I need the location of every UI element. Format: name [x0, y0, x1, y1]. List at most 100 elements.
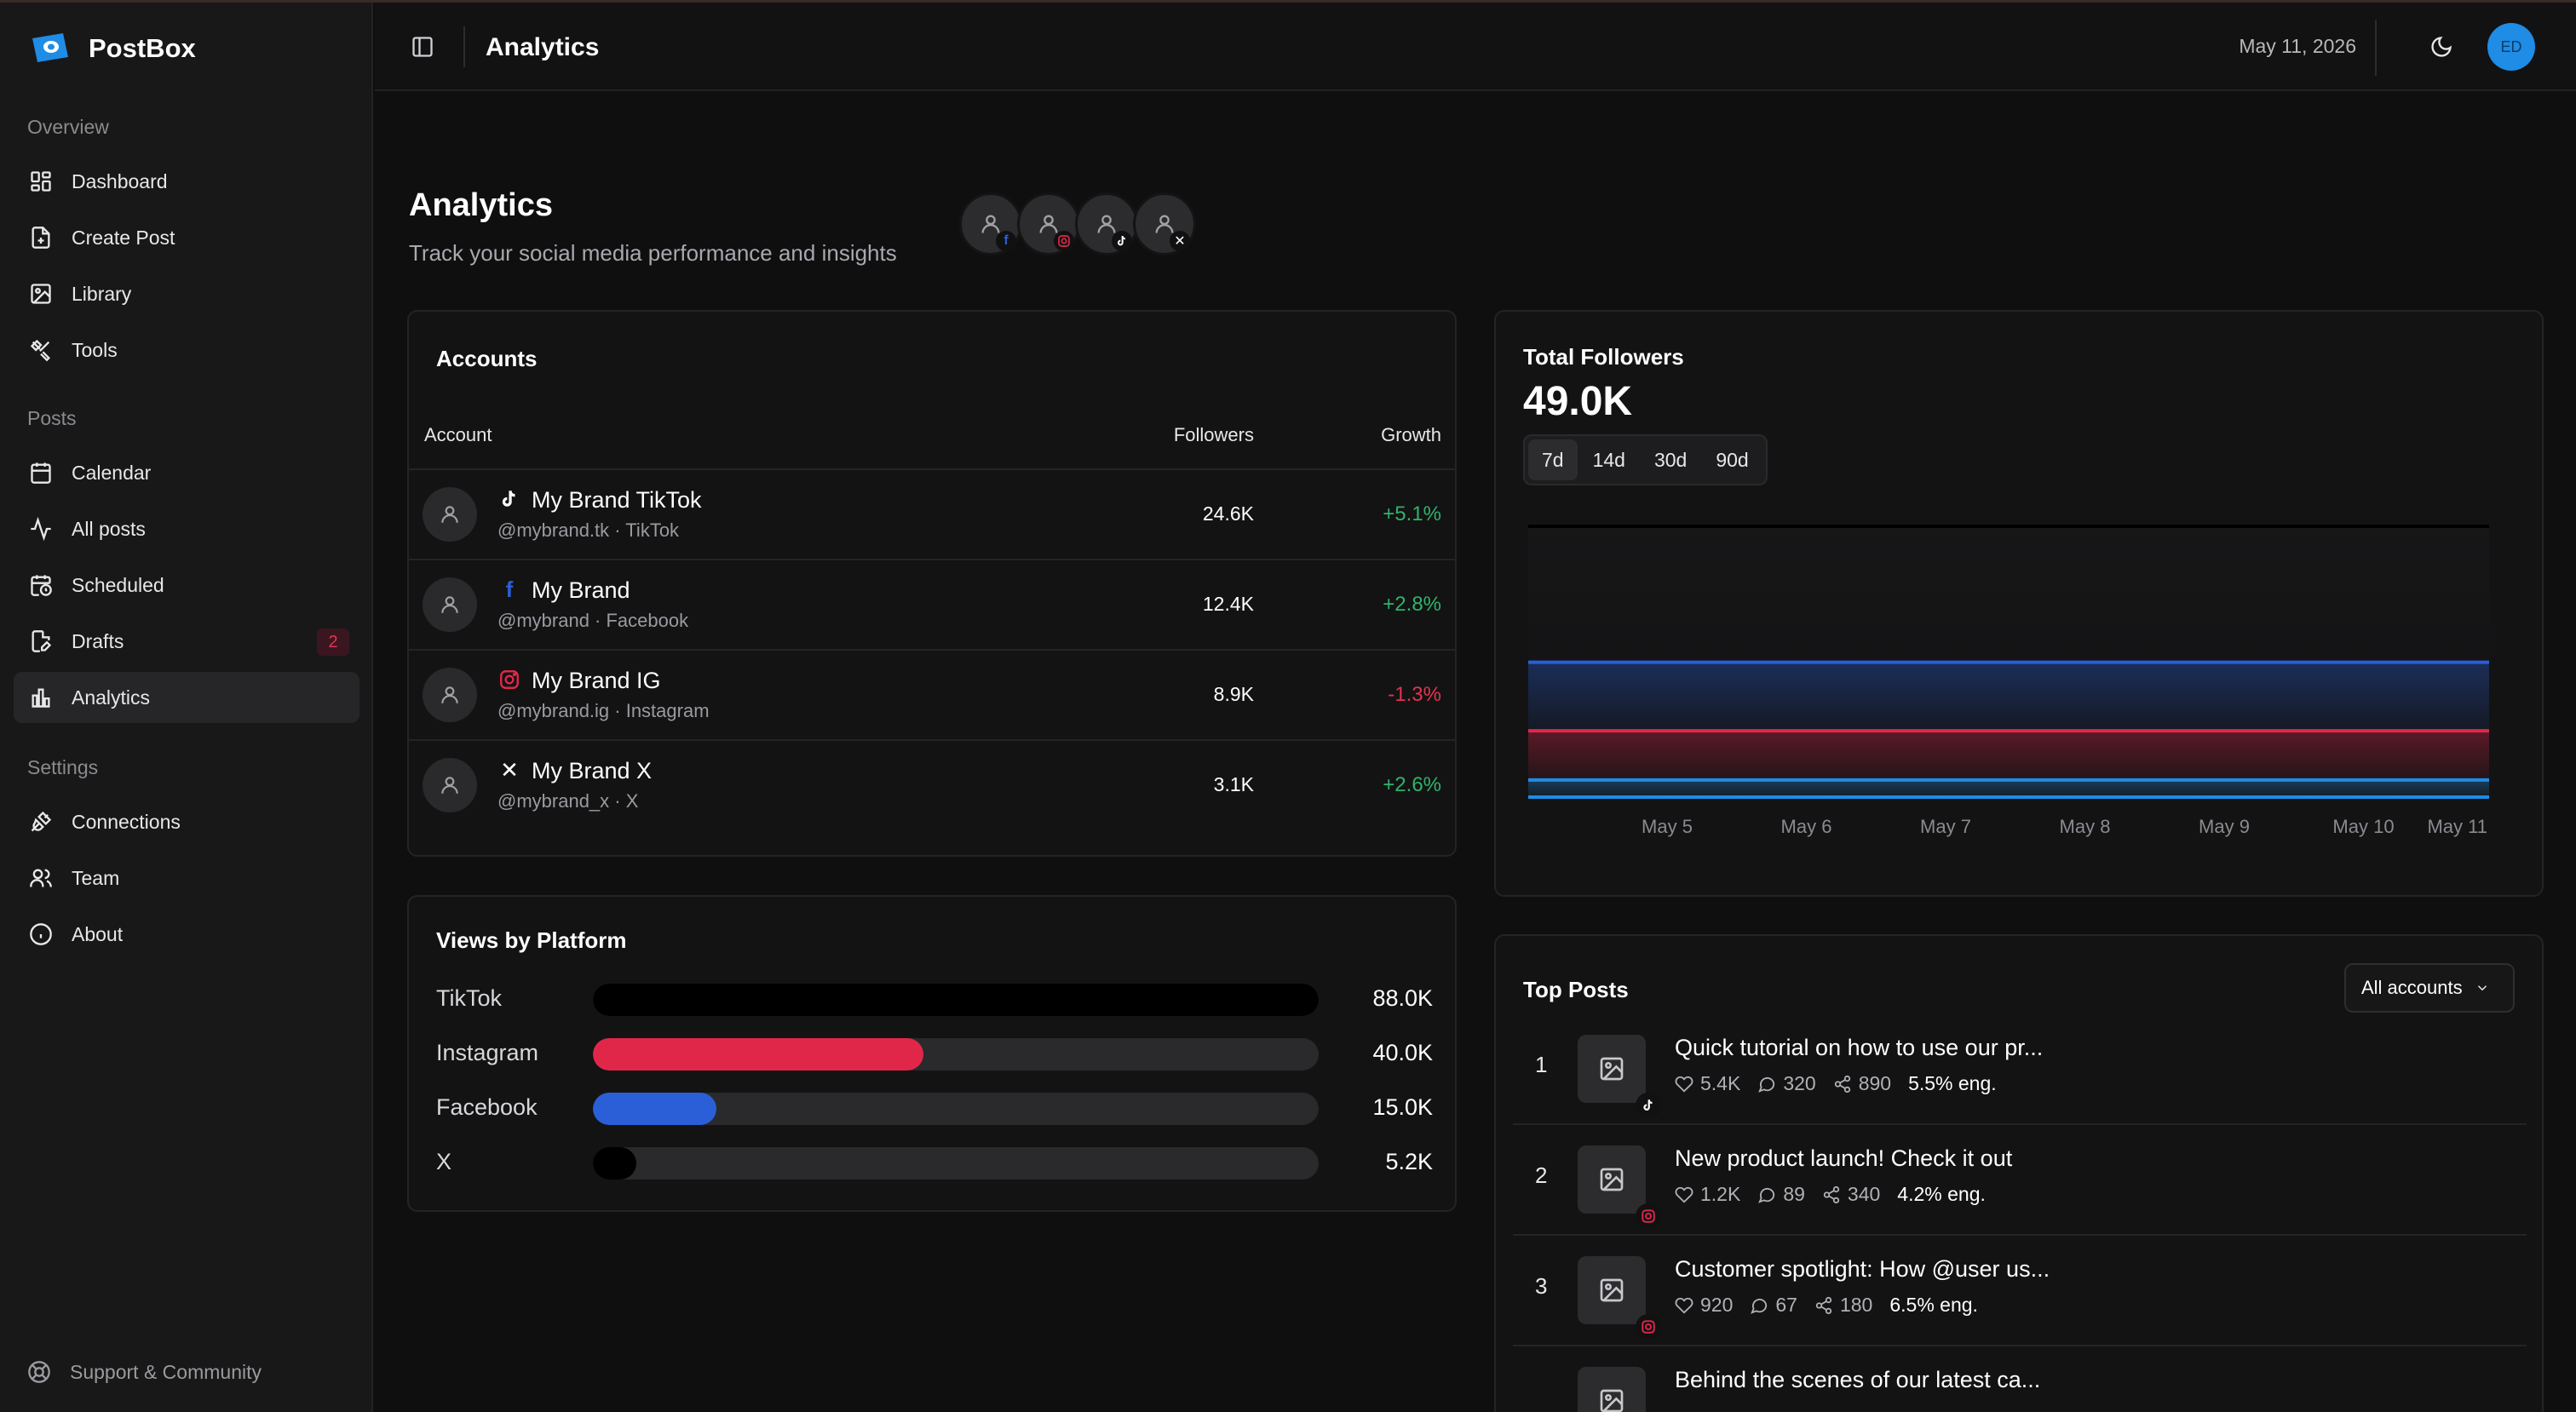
brand[interactable]: PostBox	[29, 32, 196, 66]
range-7d-button[interactable]: 7d	[1528, 439, 1578, 480]
page-title: Analytics	[409, 187, 553, 223]
account-avatar[interactable]: f	[959, 192, 1022, 255]
engagement-rate: 4.2% eng.	[1897, 1183, 1986, 1205]
column-header-followers: Followers	[1173, 424, 1254, 445]
range-14d-button[interactable]: 14d	[1592, 448, 1625, 471]
shares-count: 890	[1858, 1072, 1892, 1094]
account-avatar[interactable]	[1075, 192, 1138, 255]
sidebar-item-label: Calendar	[72, 461, 152, 484]
header-date: May 11, 2026	[2239, 35, 2356, 57]
post-title: New product launch! Check it out	[1675, 1145, 2013, 1171]
image-icon	[1600, 1389, 1624, 1412]
table-row[interactable]: f My Brand @mybrand · Facebook 12.4K +2.…	[409, 559, 1455, 649]
theme-toggle-moon-icon[interactable]	[2429, 35, 2453, 59]
account-avatar	[423, 487, 477, 542]
table-row[interactable]: ✕ My Brand X @mybrand_x · X 3.1K +2.6%	[409, 739, 1455, 829]
info-icon	[30, 923, 52, 945]
user-icon	[441, 596, 458, 613]
account-growth: +2.6%	[1383, 773, 1441, 796]
sidebar-item-analytics[interactable]: Analytics	[14, 672, 359, 723]
user-icon	[1155, 215, 1174, 233]
views-title: Views by Platform	[436, 927, 627, 953]
top-post-item[interactable]: 1 Quick tutorial on how to use our pr... 5…	[1513, 1014, 2527, 1125]
sidebar-item-label: About	[72, 922, 124, 945]
sidebar-item-calendar[interactable]: Calendar	[14, 447, 359, 498]
chevron-down-icon	[2477, 985, 2487, 991]
top-post-item[interactable]: 2 New product launch! Check it out 1.2K 89 3…	[1513, 1125, 2527, 1236]
comments-count: 320	[1783, 1072, 1816, 1094]
comments-count: 89	[1783, 1183, 1805, 1205]
views-bar-fill	[593, 1147, 637, 1180]
top-post-item[interactable]: 3 Customer spotlight: How @user us... 920 6…	[1513, 1236, 2527, 1346]
account-name: My Brand X	[532, 758, 653, 783]
shares-count: 180	[1839, 1294, 1873, 1316]
sidebar-toggle-icon[interactable]	[411, 35, 434, 59]
user-icon	[441, 506, 458, 523]
support-community-link[interactable]: Support & Community	[27, 1360, 262, 1384]
sidebar-item-team[interactable]: Team	[14, 852, 359, 904]
sidebar-item-all-posts[interactable]: All posts	[14, 503, 359, 554]
table-row[interactable]: My Brand IG @mybrand.ig · Instagram 8.9K…	[409, 649, 1455, 739]
post-thumbnail	[1578, 1035, 1646, 1103]
sidebar-item-scheduled[interactable]: Scheduled	[14, 560, 359, 611]
platform-label: Instagram	[436, 1040, 539, 1065]
area-facebook	[1528, 662, 2489, 732]
comments-stat: 67	[1750, 1294, 1797, 1317]
sidebar-item-about[interactable]: About	[14, 909, 359, 960]
sidebar-item-library[interactable]: Library	[14, 268, 359, 319]
area-instagram	[1528, 731, 2489, 780]
file-edit-icon	[32, 630, 52, 652]
views-bar-track	[593, 1147, 1319, 1180]
user-avatar[interactable]: ED	[2487, 23, 2535, 71]
sidebar-item-drafts[interactable]: Drafts 2	[14, 616, 359, 667]
account-avatar[interactable]: ✕	[1133, 192, 1196, 255]
header-divider	[463, 26, 465, 67]
post-stats: 1.2K 89 340 4.2% eng.	[1675, 1183, 1986, 1206]
heart-icon	[1675, 1076, 1693, 1093]
instagram-icon	[1054, 231, 1074, 251]
window-top-edge	[0, 0, 2576, 3]
views-bar-track	[593, 1038, 1319, 1070]
table-row[interactable]: My Brand TikTok @mybrand.tk · TikTok 24.…	[409, 468, 1455, 559]
drafts-count-badge: 2	[317, 629, 349, 656]
facebook-icon: f	[505, 576, 514, 602]
account-avatar	[423, 668, 477, 722]
sidebar-item-connections[interactable]: Connections	[14, 796, 359, 847]
top-post-item[interactable]: Behind the scenes of our latest ca...	[1513, 1346, 2527, 1412]
comment-icon	[1758, 1076, 1775, 1093]
sidebar-item-dashboard[interactable]: Dashboard	[14, 156, 359, 207]
views-by-platform-card: Views by Platform TikTok 88.0K Instagram 40…	[407, 895, 1457, 1212]
x-tick-label: May 7	[1920, 816, 1971, 837]
account-growth: -1.3%	[1388, 683, 1441, 706]
post-rank: 2	[1535, 1162, 1548, 1188]
account-avatar	[423, 577, 477, 632]
top-posts-card: Top Posts All accounts 1 Quick tutorial o…	[1494, 934, 2544, 1412]
page-subtitle: Track your social media performance and …	[409, 240, 897, 266]
views-bar-track	[593, 1093, 1319, 1125]
post-title: Quick tutorial on how to use our pr...	[1675, 1035, 2044, 1060]
comments-stat: 320	[1757, 1072, 1816, 1095]
account-avatar[interactable]	[1017, 192, 1080, 255]
followers-total: 49.0K	[1523, 379, 1633, 424]
likes-count: 920	[1700, 1294, 1734, 1316]
area-tiktok	[1528, 526, 2489, 663]
tools-icon	[30, 339, 50, 362]
platform-label: TikTok	[436, 985, 503, 1011]
comment-icon	[1751, 1298, 1768, 1314]
platform-views-row: X 5.2K	[436, 1144, 1433, 1181]
sidebar-item-tools[interactable]: Tools	[14, 324, 359, 376]
column-header-account: Account	[424, 424, 492, 445]
range-90d-button[interactable]: 90d	[1716, 448, 1749, 471]
nav-section-posts: Posts	[27, 407, 77, 429]
platform-views-row: TikTok 88.0K	[436, 980, 1433, 1018]
accounts-filter-dropdown[interactable]: All accounts	[2344, 963, 2515, 1013]
sidebar-item-create-post[interactable]: Create Post	[14, 212, 359, 263]
likes-stat: 1.2K	[1675, 1183, 1740, 1206]
views-bar-track	[593, 984, 1319, 1016]
instagram-icon	[1636, 1314, 1661, 1340]
x-tick-label: May 9	[2199, 816, 2250, 837]
dashboard-icon	[31, 171, 51, 192]
engagement-rate: 6.5% eng.	[1889, 1294, 1978, 1316]
range-30d-button[interactable]: 30d	[1653, 448, 1688, 471]
engagement-rate: 5.5% eng.	[1908, 1072, 1997, 1094]
